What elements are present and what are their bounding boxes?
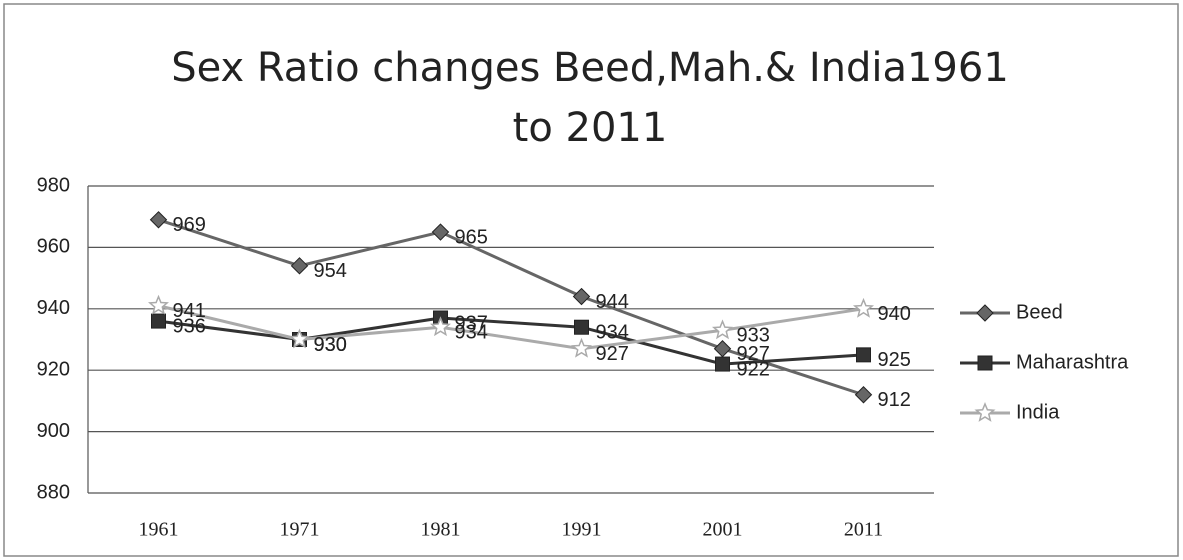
- y-tick-label: 900: [37, 420, 70, 442]
- data-label: 944: [596, 291, 629, 313]
- y-tick-label: 880: [37, 481, 70, 503]
- marker: [976, 304, 994, 322]
- data-label: 930: [314, 334, 347, 356]
- data-label: 927: [737, 343, 770, 365]
- x-tick-label: 1961: [139, 519, 179, 541]
- data-label: 937: [455, 312, 488, 334]
- x-tick-label: 1991: [562, 519, 602, 541]
- series-line: [158, 218, 864, 397]
- marker: [974, 402, 996, 422]
- series-line: [158, 304, 864, 351]
- y-tick-label: 980: [37, 174, 70, 196]
- data-label: 934: [596, 322, 629, 344]
- marker: [148, 294, 169, 315]
- data-label: 922: [737, 358, 770, 380]
- x-tick-label: 1981: [421, 519, 461, 541]
- y-tick-label: 960: [37, 236, 70, 258]
- marker: [977, 355, 993, 371]
- data-label: 930: [314, 334, 347, 356]
- data-label: 925: [878, 349, 911, 371]
- marker: [715, 356, 730, 372]
- series-line: [158, 316, 864, 366]
- marker: [852, 297, 875, 318]
- marker: [856, 347, 871, 363]
- chart-frame: [3, 3, 1179, 557]
- marker: [854, 386, 873, 404]
- chart-title: Sex Ratio changes Beed,Mah.& India1961 t…: [171, 45, 1009, 151]
- marker: [574, 319, 589, 335]
- data-label: 927: [596, 343, 629, 365]
- y-tick-label: 940: [37, 297, 70, 319]
- marker: [572, 287, 591, 306]
- data-label: 941: [173, 300, 206, 322]
- data-label: 954: [314, 260, 347, 282]
- marker: [431, 223, 450, 241]
- y-tick-label: 920: [37, 358, 70, 380]
- marker: [290, 257, 309, 275]
- data-label: 912: [878, 389, 911, 411]
- legend-label: India: [1016, 401, 1060, 423]
- data-label: 940: [878, 303, 911, 325]
- marker: [151, 313, 166, 329]
- data-label: 933: [737, 325, 770, 347]
- data-label: 934: [455, 322, 488, 344]
- data-label: 965: [455, 226, 488, 248]
- legend-label: Beed: [1016, 301, 1063, 323]
- marker: [430, 316, 451, 337]
- x-tick-label: 2001: [703, 519, 743, 541]
- legend-label: Maharashtra: [1016, 351, 1129, 373]
- marker: [570, 337, 593, 358]
- data-label: 969: [173, 214, 206, 236]
- data-label: 936: [173, 315, 206, 337]
- x-tick-label: 2011: [844, 519, 883, 541]
- marker: [711, 319, 734, 340]
- marker: [149, 211, 168, 229]
- marker: [713, 340, 732, 358]
- x-tick-label: 1971: [280, 519, 320, 541]
- marker: [288, 328, 311, 349]
